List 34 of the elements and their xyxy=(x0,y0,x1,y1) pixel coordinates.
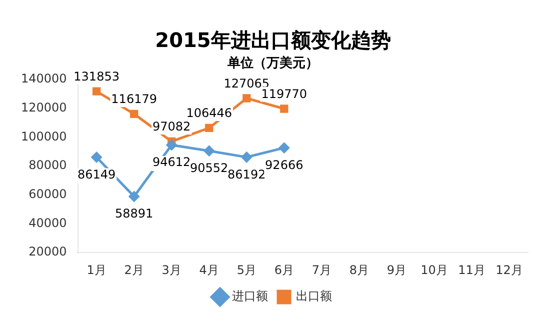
x-tick-label: 3月 xyxy=(162,262,182,277)
data-label: 131853 xyxy=(74,69,120,84)
legend-label: 进口额 xyxy=(232,289,268,304)
data-label: 97082 xyxy=(152,120,191,134)
data-label: 94612 xyxy=(152,155,191,170)
x-tick-label: 12月 xyxy=(496,262,523,277)
y-tick-label: 20000 xyxy=(28,244,67,259)
y-tick-label: 40000 xyxy=(28,216,67,230)
data-label: 119770 xyxy=(261,86,308,101)
x-tick-label: 9月 xyxy=(386,262,407,277)
x-tick-label: 7月 xyxy=(312,262,332,277)
data-label: 90552 xyxy=(190,161,228,176)
y-tick-label: 140000 xyxy=(20,72,67,86)
data-label: 116179 xyxy=(111,92,157,106)
legend-label: 出口额 xyxy=(296,289,332,304)
x-tick-label: 1月 xyxy=(86,262,106,277)
y-tick-label: 80000 xyxy=(28,158,67,172)
data-label: 92666 xyxy=(265,158,304,172)
data-label: 86192 xyxy=(228,167,266,182)
x-tick-label: 6月 xyxy=(274,262,294,277)
x-tick-label: 10月 xyxy=(420,262,448,277)
x-tick-label: 8月 xyxy=(349,262,369,277)
y-tick-label: 60000 xyxy=(28,187,67,202)
x-tick-label: 11月 xyxy=(458,262,486,277)
x-tick-label: 2月 xyxy=(124,262,144,277)
y-tick-label: 100000 xyxy=(20,129,67,144)
x-tick-label: 5月 xyxy=(236,262,256,277)
x-tick-label: 4月 xyxy=(199,262,219,277)
data-label: 58891 xyxy=(114,206,154,221)
chart-subtitle: 单位（万美元） xyxy=(226,55,318,72)
chart-title: 2015年进出口额变化趋势 xyxy=(155,28,391,52)
data-label: 106446 xyxy=(186,106,232,120)
data-label: 86149 xyxy=(77,167,116,182)
y-tick-label: 120000 xyxy=(20,100,67,115)
